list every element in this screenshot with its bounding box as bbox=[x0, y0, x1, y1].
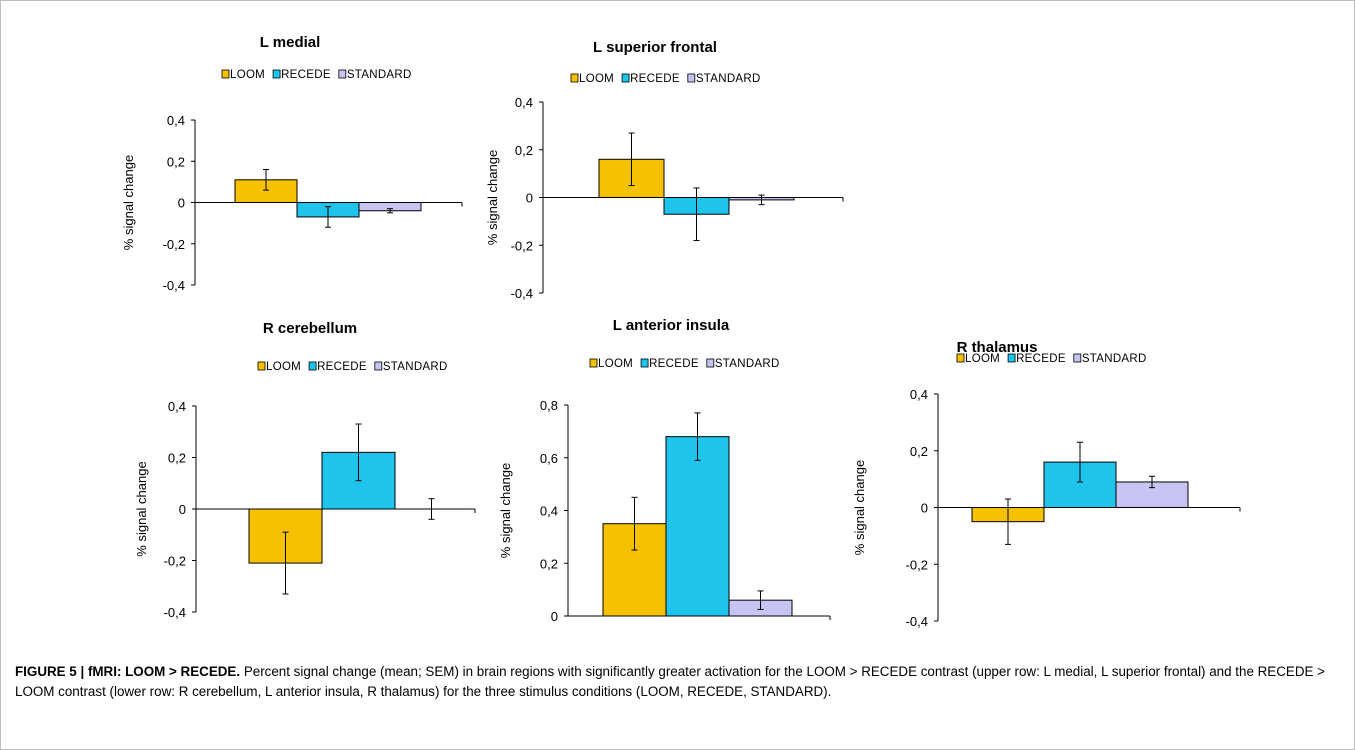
chart-title: R cerebellum bbox=[263, 320, 357, 337]
y-tick-label: 0,4 bbox=[910, 387, 928, 402]
bar-recede bbox=[665, 436, 730, 617]
y-tick-label: 0,4 bbox=[515, 95, 533, 110]
legend-label-loom: LOOM bbox=[965, 353, 1000, 365]
y-tick-label: 0 bbox=[526, 191, 533, 206]
y-axis-label: % signal change bbox=[121, 155, 136, 250]
y-tick-label: -0,4 bbox=[164, 605, 186, 620]
legend-swatch-standard bbox=[374, 361, 383, 371]
y-axis-label: % signal change bbox=[485, 150, 500, 245]
y-tick-label: 0,4 bbox=[167, 113, 185, 128]
y-tick-label: 0 bbox=[551, 609, 558, 624]
legend-label-recede: RECEDE bbox=[630, 73, 680, 85]
legend-swatch-recede bbox=[308, 361, 317, 371]
figure-caption: FIGURE 5 | fMRI: LOOM > RECEDE. Percent … bbox=[15, 662, 1340, 701]
legend-swatch-recede bbox=[1007, 353, 1016, 363]
y-tick-label: 0,2 bbox=[167, 154, 185, 169]
y-tick-label: 0 bbox=[179, 502, 186, 517]
y-tick-label: 0,2 bbox=[910, 444, 928, 459]
y-tick-label: -0,2 bbox=[906, 557, 928, 572]
legend-label-loom: LOOM bbox=[579, 73, 614, 85]
chart-panel-3: R cerebellum LOOM RECEDE STANDARD 0,4 0,2 0 -0,… bbox=[134, 320, 476, 620]
y-tick-label: 0 bbox=[921, 501, 928, 516]
y-tick-label: 0,2 bbox=[515, 143, 533, 158]
y-tick-label: 0,6 bbox=[540, 451, 558, 466]
y-tick-label: 0,2 bbox=[168, 451, 186, 466]
chart-title: L superior frontal bbox=[593, 39, 717, 56]
chart-title: L medial bbox=[260, 34, 321, 51]
legend-swatch-standard bbox=[1073, 353, 1082, 363]
legend-label-recede: RECEDE bbox=[281, 69, 331, 81]
legend-label-loom: LOOM bbox=[266, 361, 301, 373]
y-tick-label: -0,4 bbox=[906, 614, 928, 629]
legend-label-loom: LOOM bbox=[598, 358, 633, 370]
y-tick-label: -0,4 bbox=[511, 286, 533, 301]
legend-swatch-loom bbox=[570, 73, 579, 83]
legend-label-recede: RECEDE bbox=[649, 358, 699, 370]
legend-label-loom: LOOM bbox=[230, 69, 265, 81]
y-tick-label: 0,2 bbox=[540, 556, 558, 571]
legend-swatch-loom bbox=[589, 358, 598, 368]
figure-panels: L medial LOOM RECEDE STANDARD 0,4 0,2 0 -0,2 -0,… bbox=[121, 34, 1241, 629]
caption-text: Percent signal change (mean; SEM) in bra… bbox=[15, 664, 1325, 699]
chart-panel-4: L anterior insula LOOM RECEDE STANDARD 0,8 0,… bbox=[498, 317, 831, 624]
legend-swatch-recede bbox=[621, 73, 630, 83]
legend-label-standard: STANDARD bbox=[347, 69, 412, 81]
legend-swatch-standard bbox=[687, 73, 696, 83]
legend-swatch-standard bbox=[338, 69, 347, 79]
legend-swatch-loom bbox=[956, 353, 965, 363]
y-tick-label: -0,4 bbox=[163, 278, 185, 293]
legend-label-recede: RECEDE bbox=[317, 361, 367, 373]
caption-label: FIGURE 5 | fMRI: LOOM > RECEDE. bbox=[15, 664, 241, 679]
y-tick-label: -0,2 bbox=[163, 237, 185, 252]
y-axis-label: % signal change bbox=[134, 461, 149, 556]
y-tick-label: 0 bbox=[178, 196, 185, 211]
chart-panel-2: L superior frontal LOOM RECEDE STANDARD 0,4 0… bbox=[485, 39, 844, 301]
y-axis-label: % signal change bbox=[498, 463, 513, 558]
legend-swatch-standard bbox=[706, 358, 715, 368]
legend-swatch-loom bbox=[221, 69, 230, 79]
legend-swatch-recede bbox=[272, 69, 281, 79]
y-tick-label: 0,8 bbox=[540, 398, 558, 413]
legend-swatch-recede bbox=[640, 358, 649, 368]
legend-label-standard: STANDARD bbox=[715, 358, 780, 370]
y-tick-label: -0,2 bbox=[511, 238, 533, 253]
legend-label-standard: STANDARD bbox=[696, 73, 761, 85]
legend-label-standard: STANDARD bbox=[383, 361, 448, 373]
y-axis-label: % signal change bbox=[852, 460, 867, 555]
y-tick-label: -0,2 bbox=[164, 554, 186, 569]
chart-title: R thalamus bbox=[957, 339, 1038, 356]
legend-label-standard: STANDARD bbox=[1082, 353, 1147, 365]
chart-title: L anterior insula bbox=[613, 317, 730, 334]
legend-swatch-loom bbox=[257, 361, 266, 371]
y-tick-label: 0,4 bbox=[540, 504, 558, 519]
legend-label-recede: RECEDE bbox=[1016, 353, 1066, 365]
y-tick-label: 0,4 bbox=[168, 399, 186, 414]
chart-panel-1: L medial LOOM RECEDE STANDARD 0,4 0,2 0 -0,2 -0,… bbox=[121, 34, 463, 293]
